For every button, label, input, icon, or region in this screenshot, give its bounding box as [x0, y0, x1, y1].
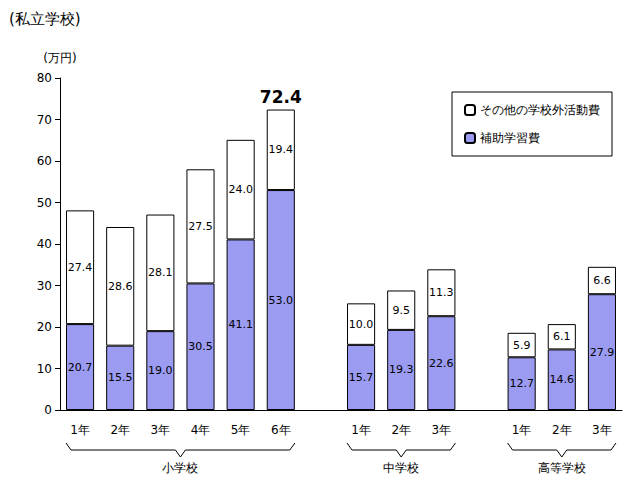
- svg-text:15.7: 15.7: [349, 371, 374, 384]
- svg-text:60: 60: [37, 154, 52, 168]
- svg-text:高等学校: 高等学校: [538, 461, 586, 475]
- svg-text:6年: 6年: [271, 423, 291, 437]
- svg-text:53.0: 53.0: [269, 294, 294, 307]
- svg-text:28.1: 28.1: [148, 266, 173, 279]
- svg-text:6.6: 6.6: [593, 274, 611, 287]
- svg-text:(私立学校): (私立学校): [9, 10, 81, 28]
- svg-text:6.1: 6.1: [553, 330, 571, 343]
- svg-text:補助学習費: 補助学習費: [480, 131, 540, 145]
- svg-text:10.0: 10.0: [349, 318, 374, 331]
- svg-text:1年: 1年: [512, 423, 532, 437]
- svg-text:5.9: 5.9: [513, 339, 531, 352]
- svg-text:0: 0: [44, 403, 52, 417]
- svg-text:28.6: 28.6: [108, 280, 132, 293]
- svg-text:30: 30: [37, 279, 52, 293]
- svg-text:19.0: 19.0: [148, 364, 173, 377]
- svg-text:9.5: 9.5: [392, 304, 410, 317]
- svg-text:11.3: 11.3: [429, 286, 454, 299]
- svg-text:27.5: 27.5: [188, 220, 213, 233]
- svg-text:1年: 1年: [70, 423, 90, 437]
- svg-text:15.5: 15.5: [108, 371, 132, 384]
- svg-text:20.7: 20.7: [68, 361, 93, 374]
- svg-text:19.4: 19.4: [269, 143, 294, 156]
- svg-text:27.9: 27.9: [590, 346, 615, 359]
- svg-text:40: 40: [37, 237, 52, 251]
- svg-text:30.5: 30.5: [188, 340, 213, 353]
- svg-text:(万円): (万円): [43, 51, 76, 65]
- svg-text:2年: 2年: [110, 423, 130, 437]
- svg-text:27.4: 27.4: [68, 261, 93, 274]
- svg-text:4年: 4年: [191, 423, 211, 437]
- svg-text:72.4: 72.4: [260, 87, 302, 107]
- svg-text:14.6: 14.6: [550, 373, 575, 386]
- svg-text:その他の学校外活動費: その他の学校外活動費: [480, 103, 600, 117]
- svg-text:12.7: 12.7: [509, 377, 534, 390]
- svg-text:3年: 3年: [432, 423, 452, 437]
- svg-text:22.6: 22.6: [429, 357, 454, 370]
- svg-text:中学校: 中学校: [383, 461, 419, 475]
- svg-text:70: 70: [37, 113, 52, 127]
- svg-text:41.1: 41.1: [228, 318, 253, 331]
- svg-text:80: 80: [37, 71, 52, 85]
- svg-text:24.0: 24.0: [228, 183, 253, 196]
- svg-text:3年: 3年: [592, 423, 612, 437]
- svg-text:5年: 5年: [231, 423, 251, 437]
- svg-text:2年: 2年: [552, 423, 572, 437]
- svg-text:3年: 3年: [151, 423, 171, 437]
- svg-text:19.3: 19.3: [389, 363, 414, 376]
- svg-text:50: 50: [37, 196, 52, 210]
- svg-text:20: 20: [37, 320, 52, 334]
- svg-text:小学校: 小学校: [162, 461, 198, 475]
- svg-text:10: 10: [37, 362, 52, 376]
- svg-text:1年: 1年: [351, 423, 371, 437]
- svg-text:2年: 2年: [391, 423, 411, 437]
